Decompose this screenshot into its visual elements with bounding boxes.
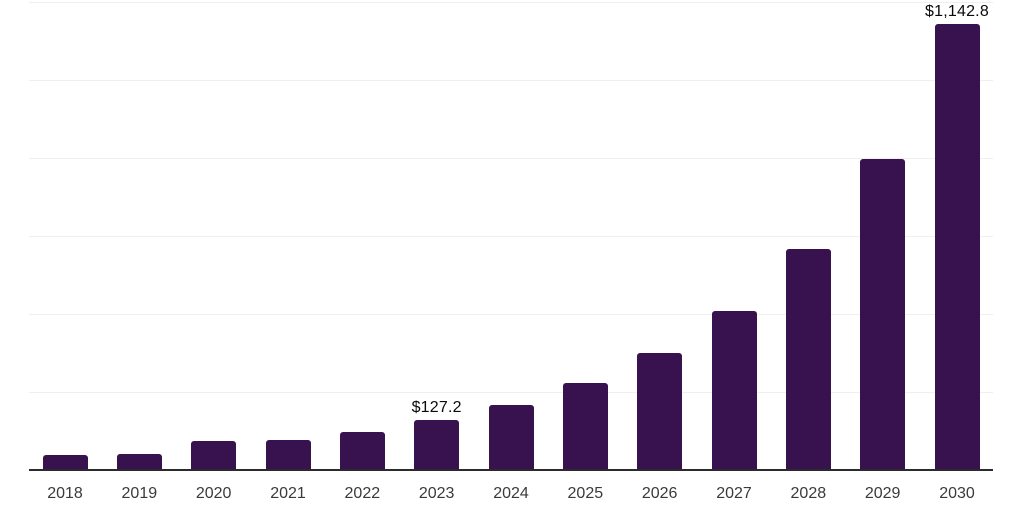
x-tick-2030: 2030 [939,485,975,502]
x-axis-line [29,469,993,471]
bar-2024 [488,405,534,470]
gridline-600 [29,236,993,237]
gridline-1000 [29,80,993,81]
x-tick-2019: 2019 [121,485,158,502]
x-tick-2022: 2022 [344,485,381,502]
x-tick-2027: 2027 [716,485,752,502]
bar-value-label-2030: $1,142.8 [925,3,989,21]
gridline-1200 [29,2,993,3]
x-tick-2028: 2028 [790,485,827,502]
x-tick-2029: 2029 [864,485,901,502]
x-tick-2023: 2023 [418,485,455,502]
x-tick-2021: 2021 [270,485,306,502]
bar-2026 [637,353,683,470]
bar-2019 [116,454,162,470]
bar-2028 [785,249,831,470]
gridline-200 [29,392,993,393]
x-tick-2026: 2026 [641,485,678,502]
gridline-400 [29,314,993,315]
bar-2023 [414,420,460,470]
x-tick-2024: 2024 [493,485,529,502]
bar-2029 [860,159,906,470]
x-tick-2020: 2020 [195,485,232,502]
bar-2018 [42,454,88,470]
x-tick-2025: 2025 [567,485,604,502]
bar-value-label-2023: $127.2 [411,399,462,417]
bar-2030 [934,24,980,470]
bar-2027 [711,311,757,470]
bar-2020 [191,440,237,470]
x-tick-2018: 2018 [47,485,83,502]
bar-2022 [339,432,385,470]
bar-2025 [562,383,608,470]
gridline-800 [29,158,993,159]
bar-2021 [265,439,311,470]
